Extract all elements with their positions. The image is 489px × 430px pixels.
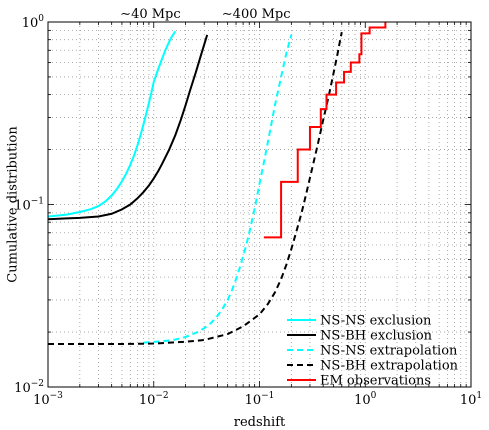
legend-label: NS-BH exclusion <box>320 329 433 344</box>
series-line-5 <box>263 22 387 239</box>
grid-layer <box>48 22 471 387</box>
x-axis-label: redshift <box>234 415 286 430</box>
legend-label: NS-NS extrapolation <box>320 344 458 359</box>
series-line-4 <box>48 31 343 346</box>
annotation-layer: ∼40 Mpc ∼400 Mpc <box>120 7 290 22</box>
legend-label: EM observations <box>320 374 431 389</box>
series-layer <box>47 22 387 346</box>
series-line-2 <box>47 34 209 221</box>
x-tick-label: 10−3 <box>33 391 63 408</box>
y-tick-label: 10−1 <box>14 197 44 214</box>
legend-label: NS-NS exclusion <box>320 314 432 329</box>
x-tick-label: 100 <box>354 391 377 408</box>
series-line-1 <box>47 30 177 218</box>
y-tick-label: 10−2 <box>14 379 44 396</box>
legend-label: NS-BH extrapolation <box>320 359 459 374</box>
x-tick-label: 101 <box>460 391 482 408</box>
annotation-label: ∼400 Mpc <box>222 7 291 22</box>
x-tick-label: 10−1 <box>245 391 275 408</box>
series-line-3 <box>143 34 293 344</box>
annotation-label: ∼40 Mpc <box>120 7 180 22</box>
x-tick-label: 10−2 <box>139 391 169 408</box>
y-tick-label: 100 <box>22 14 45 31</box>
y-axis-label: Cumulative distribution <box>6 126 21 283</box>
